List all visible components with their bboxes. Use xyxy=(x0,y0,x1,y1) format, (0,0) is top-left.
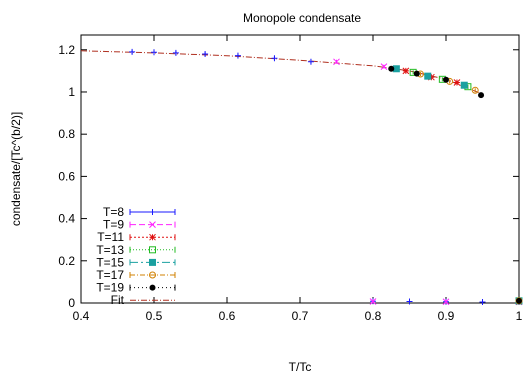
legend-label: T=19 xyxy=(96,281,124,295)
data-point xyxy=(149,271,156,279)
data-point xyxy=(516,297,522,304)
series-t-17 xyxy=(416,70,523,305)
data-point xyxy=(392,65,400,73)
legend-label: T=8 xyxy=(103,205,124,219)
data-point xyxy=(453,79,461,86)
data-point xyxy=(471,86,479,94)
data-point xyxy=(460,81,468,89)
legend-label: Fit xyxy=(111,293,125,307)
series-t-13 xyxy=(409,68,523,305)
data-point xyxy=(406,298,413,305)
legend-label: T=9 xyxy=(103,218,124,232)
y-tick-label: 0 xyxy=(68,296,75,310)
data-point xyxy=(234,52,241,59)
legend-label: T=11 xyxy=(97,230,124,244)
data-point xyxy=(333,58,340,66)
data-point xyxy=(478,92,485,99)
x-tick-label: 0.4 xyxy=(73,309,90,323)
data-point xyxy=(172,49,179,56)
y-tick-label: 0.8 xyxy=(58,127,75,141)
data-point xyxy=(149,233,156,241)
x-tick-label: 0.6 xyxy=(219,309,236,323)
data-point xyxy=(149,221,156,228)
legend-label: T=13 xyxy=(96,243,124,257)
chart-title: Monopole condensate xyxy=(243,11,361,25)
series-t-9 xyxy=(333,58,523,306)
data-point xyxy=(271,55,278,62)
data-series xyxy=(129,48,523,306)
x-axis-label: T/Tc xyxy=(289,360,312,373)
fit-curve xyxy=(80,50,483,95)
data-point xyxy=(402,67,410,75)
x-tick-label: 0.5 xyxy=(146,309,163,323)
data-point xyxy=(307,58,314,65)
legend-label: T=15 xyxy=(96,255,124,269)
series-t-15 xyxy=(392,65,523,305)
x-tick-label: 0.8 xyxy=(365,309,382,323)
data-point xyxy=(149,209,156,215)
y-tick-label: 0.4 xyxy=(58,212,75,226)
axis-ticks: 0.4 0.5 0.6 0.7 0.8 0.9 1 0 0.2 0.4 0.6 0.8 1 1.2 xyxy=(58,35,523,323)
data-point xyxy=(428,73,435,81)
series-t-11 xyxy=(402,67,523,305)
legend-label: T=17 xyxy=(96,268,124,282)
data-point xyxy=(149,258,156,266)
data-point xyxy=(424,72,432,80)
x-tick-label: 1 xyxy=(516,309,523,323)
data-point xyxy=(479,298,486,305)
data-point xyxy=(388,65,395,72)
x-tick-label: 0.9 xyxy=(438,309,455,323)
series-t-19 xyxy=(388,65,522,304)
data-point xyxy=(149,284,156,291)
y-tick-label: 1 xyxy=(68,85,75,99)
data-point xyxy=(442,298,450,306)
data-point xyxy=(380,63,388,71)
data-point xyxy=(149,246,156,254)
data-point xyxy=(151,49,157,56)
data-point xyxy=(369,298,377,305)
x-tick-label: 0.7 xyxy=(292,309,309,323)
fit-line xyxy=(80,50,483,95)
y-tick-label: 0.2 xyxy=(58,254,75,268)
data-point xyxy=(129,48,136,55)
y-axis-label: condensate/[Tc^(b/2)] xyxy=(9,112,23,226)
y-tick-label: 0.6 xyxy=(58,169,75,183)
data-point xyxy=(202,50,209,57)
data-point xyxy=(443,76,449,83)
y-tick-label: 1.2 xyxy=(58,43,75,57)
data-point xyxy=(413,70,420,77)
